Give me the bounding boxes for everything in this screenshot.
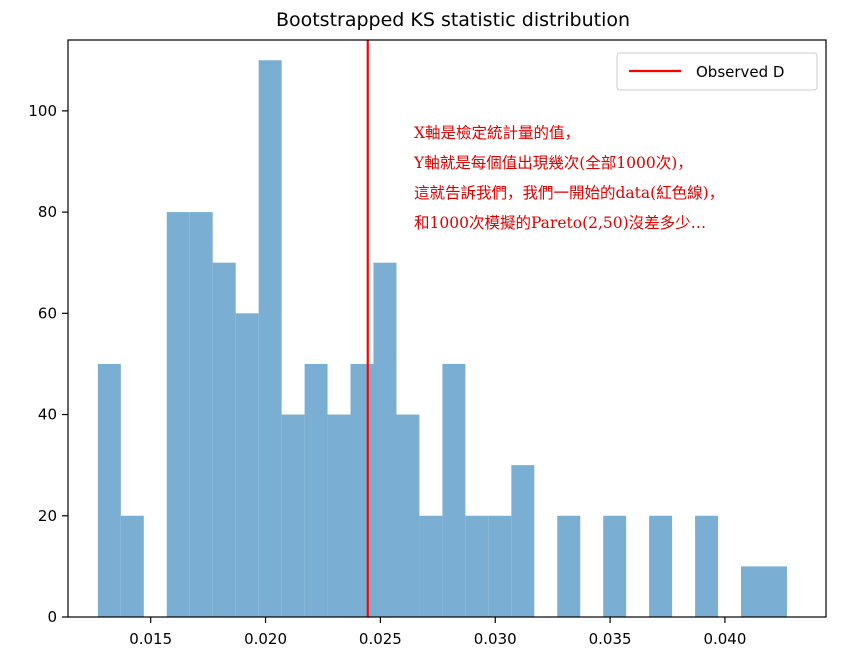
histogram-bar-7 [258, 60, 282, 618]
y-tick-label: 100 [28, 102, 57, 120]
legend-box [616, 52, 818, 91]
y-tick-label: 40 [38, 406, 57, 424]
histogram-bar-0 [97, 363, 121, 617]
x-tick-label: 0.015 [129, 630, 172, 648]
histogram-bar-22 [603, 515, 627, 617]
y-tick-label: 0 [47, 608, 57, 626]
x-tick-label: 0.030 [474, 630, 517, 648]
histogram-bar-24 [649, 515, 673, 617]
histogram-bar-16 [465, 515, 489, 617]
x-axis-ticks: 0.015 0.020 0.025 0.030 0.035 0.040 [129, 617, 746, 648]
x-tick-label: 0.035 [589, 630, 632, 648]
annotation-line-1: X軸是檢定統計量的值， [414, 124, 580, 142]
annotation-line-4: 和1000次模擬的Pareto(2,50)沒差多少… [414, 214, 706, 232]
histogram-bar-12 [373, 262, 397, 617]
chart-title: Bootstrapped KS statistic distribution [276, 9, 630, 31]
histogram-bar-18 [511, 465, 535, 617]
histogram-bar-29 [763, 566, 787, 617]
histogram-bars [97, 60, 787, 618]
histogram-bar-26 [695, 515, 719, 617]
histogram-bar-1 [120, 515, 144, 617]
histogram-bar-11 [350, 363, 374, 617]
x-tick-label: 0.020 [244, 630, 287, 648]
histogram-bar-9 [304, 363, 328, 617]
histogram-bar-17 [488, 515, 512, 617]
legend-label-observed-d: Observed D [696, 63, 784, 81]
histogram-bar-3 [166, 212, 190, 618]
plot-frame [67, 39, 827, 618]
x-tick-label: 0.025 [359, 630, 402, 648]
histogram-bar-10 [327, 414, 351, 617]
annotation-line-3: 這就告訴我們，我們一開始的data(紅色線)， [414, 184, 724, 202]
histogram-bar-14 [419, 515, 443, 617]
histogram-bar-15 [442, 363, 466, 617]
annotation-line-2: Y軸就是每個值出現幾次(全部1000次)， [413, 154, 693, 172]
y-tick-label: 80 [38, 203, 57, 221]
histogram-bar-5 [212, 262, 236, 617]
legend: Observed D [616, 52, 818, 91]
histogram-bar-4 [189, 212, 213, 618]
annotation-block: X軸是檢定統計量的值， Y軸就是每個值出現幾次(全部1000次)， 這就告訴我們，我… [413, 124, 724, 232]
histogram-bar-28 [741, 566, 764, 617]
x-tick-label: 0.040 [703, 630, 746, 648]
y-tick-label: 20 [38, 507, 57, 525]
axes [67, 39, 827, 618]
y-axis-ticks: 0 20 40 60 80 100 [28, 102, 68, 626]
histogram-bar-13 [396, 414, 420, 617]
y-tick-label: 60 [38, 304, 57, 322]
histogram-bar-20 [557, 515, 581, 617]
histogram-bar-6 [235, 313, 259, 617]
histogram-bar-8 [281, 414, 305, 617]
